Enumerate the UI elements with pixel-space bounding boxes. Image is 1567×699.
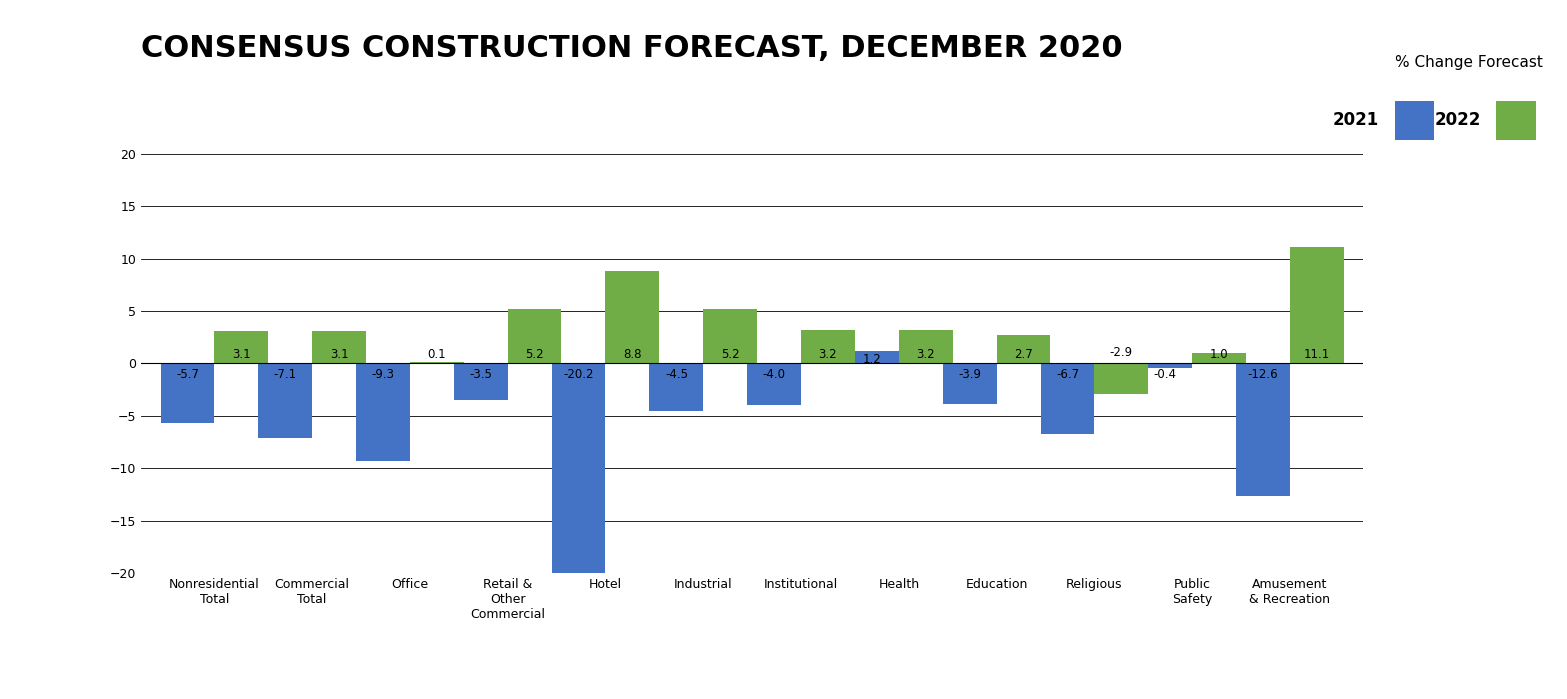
Bar [801, 330, 856, 363]
Text: 3.2: 3.2 [917, 348, 935, 361]
Text: 8.8: 8.8 [624, 348, 641, 361]
Text: -12.6: -12.6 [1247, 368, 1279, 381]
Text: -20.2: -20.2 [564, 368, 594, 381]
Bar [649, 363, 704, 411]
Text: -9.3: -9.3 [371, 368, 395, 381]
Bar [411, 362, 464, 363]
Bar [160, 363, 215, 424]
Bar [845, 351, 899, 363]
Text: 0.1: 0.1 [428, 348, 447, 361]
Text: 3.2: 3.2 [818, 348, 837, 361]
Text: -2.9: -2.9 [1109, 346, 1133, 359]
Text: 1.2: 1.2 [862, 353, 881, 366]
Text: 2021: 2021 [1332, 111, 1379, 129]
Text: 2022: 2022 [1434, 111, 1481, 129]
Bar [1236, 363, 1290, 496]
Bar [215, 331, 268, 363]
Text: 2.7: 2.7 [1014, 348, 1033, 361]
Text: 1.0: 1.0 [1210, 348, 1229, 361]
Text: % Change Forecast: % Change Forecast [1395, 55, 1542, 70]
Text: 5.2: 5.2 [721, 348, 740, 361]
Text: 11.1: 11.1 [1304, 348, 1330, 361]
Text: -3.5: -3.5 [470, 368, 492, 381]
Bar [1290, 247, 1344, 363]
Bar [997, 336, 1050, 363]
Bar [356, 363, 411, 461]
Bar [312, 331, 367, 363]
Text: -0.4: -0.4 [1153, 368, 1177, 381]
Bar [1192, 353, 1246, 363]
Bar [747, 363, 801, 405]
Bar [1138, 363, 1192, 368]
Bar [704, 309, 757, 363]
Bar [552, 363, 605, 575]
Bar [1040, 363, 1094, 433]
Text: 3.1: 3.1 [329, 348, 348, 361]
Bar [508, 309, 561, 363]
Text: -6.7: -6.7 [1056, 368, 1080, 381]
Text: -4.5: -4.5 [664, 368, 688, 381]
Text: -7.1: -7.1 [274, 368, 296, 381]
Bar [943, 363, 997, 404]
Text: 5.2: 5.2 [525, 348, 544, 361]
Text: -3.9: -3.9 [959, 368, 981, 381]
Bar [1094, 363, 1149, 394]
Text: 3.1: 3.1 [232, 348, 251, 361]
Bar [259, 363, 312, 438]
Text: CONSENSUS CONSTRUCTION FORECAST, DECEMBER 2020: CONSENSUS CONSTRUCTION FORECAST, DECEMBE… [141, 34, 1122, 63]
Bar [605, 271, 660, 363]
Text: -5.7: -5.7 [176, 368, 199, 381]
Bar [899, 330, 953, 363]
Bar [454, 363, 508, 400]
Text: -4.0: -4.0 [763, 368, 785, 381]
